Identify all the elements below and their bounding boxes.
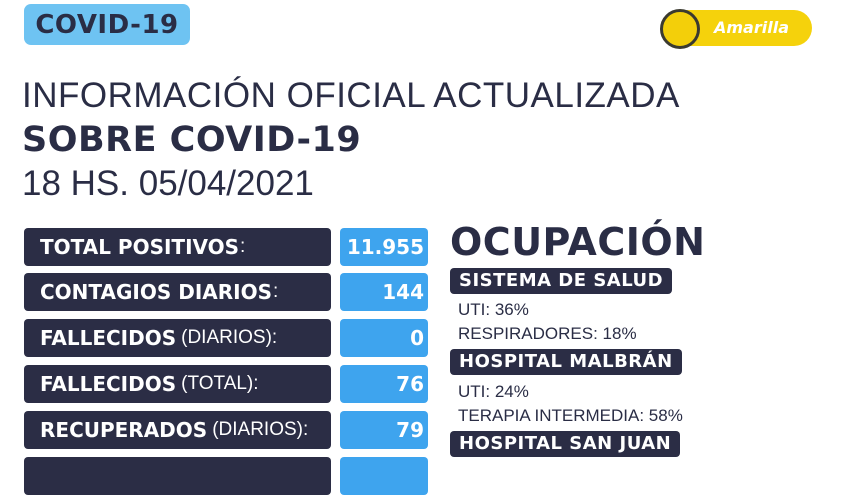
page-title: INFORMACIÓN OFICIAL ACTUALIZADA bbox=[22, 76, 680, 115]
occupancy-line: TERAPIA INTERMEDIA: 58% bbox=[458, 406, 683, 425]
stat-label: FALLECIDOS (TOTAL): bbox=[24, 365, 331, 403]
stat-row-recuperados-diarios: RECUPERADOS (DIARIOS): 79 bbox=[24, 411, 428, 449]
section-header-hospital-san-juan: HOSPITAL SAN JUAN bbox=[450, 431, 681, 457]
stat-value: 144 bbox=[340, 273, 428, 311]
stat-value: 0 bbox=[340, 319, 428, 357]
stat-value: 11.955 bbox=[340, 228, 428, 266]
stat-row-total-positivos: TOTAL POSITIVOS: 11.955 bbox=[24, 228, 428, 266]
alert-level-label: Amarilla bbox=[714, 18, 789, 37]
stat-row-fallecidos-diarios: FALLECIDOS (DIARIOS): 0 bbox=[24, 319, 428, 357]
section-header-sistema-salud: SISTEMA DE SALUD bbox=[450, 268, 673, 294]
stat-value bbox=[340, 457, 428, 495]
occupancy-line: RESPIRADORES: 18% bbox=[458, 324, 637, 343]
stat-value: 79 bbox=[340, 411, 428, 449]
occupancy-line: UTI: 24% bbox=[458, 382, 529, 401]
covid-tag: COVID-19 bbox=[24, 4, 190, 45]
alert-level-badge: Amarilla bbox=[660, 9, 812, 49]
ocupacion-title: OCUPACIÓN bbox=[450, 220, 706, 264]
alert-dot-icon bbox=[660, 9, 700, 49]
section-header-hospital-malbran: HOSPITAL MALBRÁN bbox=[450, 349, 682, 375]
stat-row-cutoff bbox=[24, 457, 428, 495]
report-timestamp: 18 HS. 05/04/2021 bbox=[22, 164, 314, 203]
stat-label: FALLECIDOS (DIARIOS): bbox=[24, 319, 331, 357]
stat-label: CONTAGIOS DIARIOS: bbox=[24, 273, 331, 311]
occupancy-line: UTI: 36% bbox=[458, 300, 529, 319]
stat-row-fallecidos-total: FALLECIDOS (TOTAL): 76 bbox=[24, 365, 428, 403]
stat-label: RECUPERADOS (DIARIOS): bbox=[24, 411, 331, 449]
stat-label: TOTAL POSITIVOS: bbox=[24, 228, 331, 266]
stat-row-contagios-diarios: CONTAGIOS DIARIOS: 144 bbox=[24, 273, 428, 311]
page-subtitle: SOBRE COVID-19 bbox=[22, 120, 362, 160]
stat-value: 76 bbox=[340, 365, 428, 403]
stat-label bbox=[24, 457, 331, 495]
